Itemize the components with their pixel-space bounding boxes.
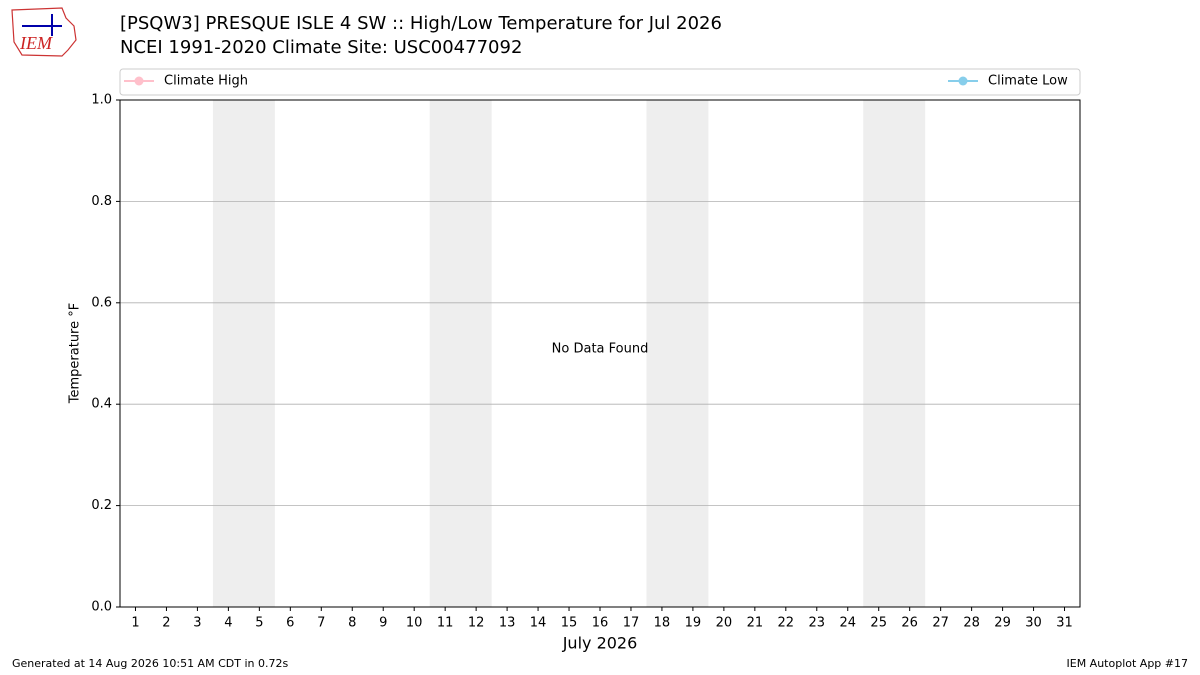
x-tick-label: 9 bbox=[379, 616, 387, 631]
legend-marker bbox=[958, 76, 968, 86]
weekend-shade bbox=[429, 100, 492, 607]
y-tick-label: 0.0 bbox=[91, 600, 112, 615]
x-tick-label: 11 bbox=[437, 616, 454, 631]
legend-label: Climate Low bbox=[988, 74, 1068, 89]
legend-marker bbox=[134, 76, 144, 86]
x-tick-label: 28 bbox=[963, 616, 980, 631]
x-tick-label: 26 bbox=[901, 616, 918, 631]
x-tick-label: 6 bbox=[286, 616, 294, 631]
y-tick-label: 0.8 bbox=[91, 194, 112, 209]
x-tick-label: 4 bbox=[224, 616, 232, 631]
x-tick-label: 19 bbox=[685, 616, 702, 631]
footer-right: IEM Autoplot App #17 bbox=[1067, 657, 1189, 670]
logo: IEM bbox=[11, 7, 77, 57]
footer-left: Generated at 14 Aug 2026 10:51 AM CDT in… bbox=[12, 657, 288, 670]
weekend-shade bbox=[212, 100, 275, 607]
logo-text: IEM bbox=[19, 33, 53, 53]
weekend-shade bbox=[863, 100, 926, 607]
legend-box bbox=[119, 68, 1081, 96]
x-tick-label: 8 bbox=[348, 616, 356, 631]
x-tick-label: 31 bbox=[1056, 616, 1073, 631]
x-tick-label: 7 bbox=[317, 616, 325, 631]
x-axis-label: July 2026 bbox=[562, 634, 638, 653]
y-axis-label: Temperature °F bbox=[68, 303, 83, 404]
x-tick-label: 21 bbox=[747, 616, 764, 631]
x-tick-label: 23 bbox=[809, 616, 826, 631]
logo-outline bbox=[11, 7, 77, 57]
weekend-shade bbox=[646, 100, 709, 607]
y-tick-label: 0.4 bbox=[91, 397, 112, 412]
x-tick-label: 29 bbox=[994, 616, 1011, 631]
x-tick-label: 30 bbox=[1025, 616, 1042, 631]
plot-area bbox=[120, 99, 1080, 608]
annotation: No Data Found bbox=[552, 342, 649, 357]
x-tick-label: 24 bbox=[839, 616, 856, 631]
chart-subtitle: NCEI 1991-2020 Climate Site: USC00477092 bbox=[120, 37, 522, 58]
x-tick-label: 25 bbox=[870, 616, 887, 631]
x-tick-label: 17 bbox=[623, 616, 640, 631]
y-tick-label: 0.2 bbox=[91, 498, 112, 513]
x-tick-label: 16 bbox=[592, 616, 609, 631]
x-tick-label: 3 bbox=[193, 616, 201, 631]
x-tick-label: 27 bbox=[932, 616, 949, 631]
legend-label: Climate High bbox=[164, 74, 248, 89]
chart-title: [PSQW3] PRESQUE ISLE 4 SW :: High/Low Te… bbox=[120, 13, 722, 34]
x-tick-label: 18 bbox=[654, 616, 671, 631]
x-tick-label: 10 bbox=[406, 616, 423, 631]
x-tick-label: 20 bbox=[716, 616, 733, 631]
x-tick-label: 1 bbox=[131, 616, 139, 631]
y-tick-label: 1.0 bbox=[91, 93, 112, 108]
x-tick-label: 15 bbox=[561, 616, 578, 631]
x-tick-label: 22 bbox=[778, 616, 795, 631]
x-tick-label: 14 bbox=[530, 616, 547, 631]
x-tick-label: 2 bbox=[162, 616, 170, 631]
x-tick-label: 5 bbox=[255, 616, 263, 631]
y-tick-label: 0.6 bbox=[91, 295, 112, 310]
x-tick-label: 13 bbox=[499, 616, 516, 631]
x-tick-label: 12 bbox=[468, 616, 485, 631]
